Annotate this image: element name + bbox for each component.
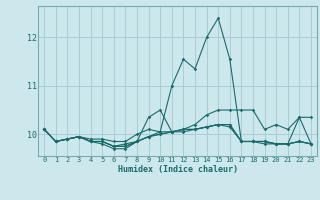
X-axis label: Humidex (Indice chaleur): Humidex (Indice chaleur) [118, 165, 238, 174]
